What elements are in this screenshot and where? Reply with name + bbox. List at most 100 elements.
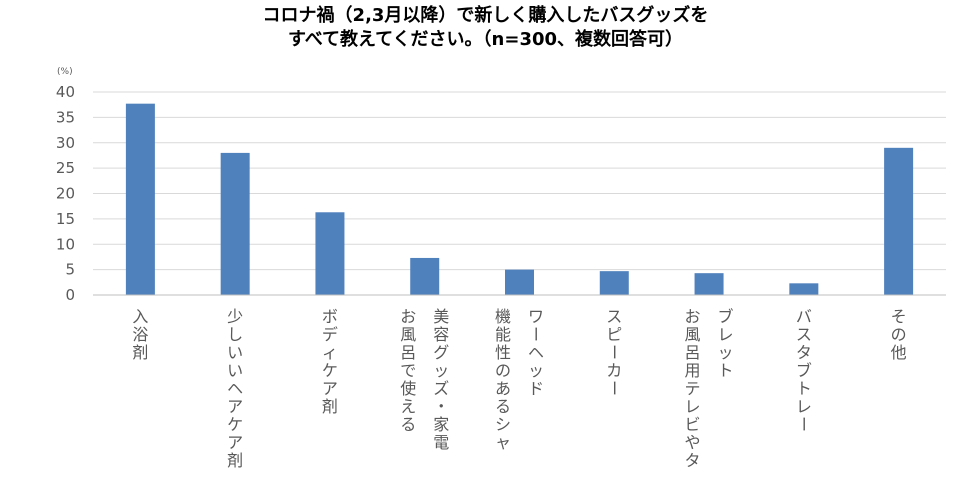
category-char: グ [433, 343, 449, 362]
category-char: ヘ [528, 343, 544, 362]
chart-title-line-1: コロナ禍（2,3月以降）で新しく購入したバスグッズを [262, 5, 709, 26]
category-char: ス [606, 307, 622, 326]
category-char: ア [227, 433, 243, 452]
category-char: ト [718, 361, 734, 380]
y-axis: 0 5 10 15 20 25 30 35 40 [56, 83, 75, 304]
category-char: 能 [495, 325, 511, 344]
category-char: 呂 [400, 343, 416, 362]
category-char: そ [891, 307, 907, 326]
y-tick-label: 0 [65, 286, 75, 304]
category-label: 入浴剤 [132, 307, 148, 362]
category-char: 使 [400, 379, 416, 398]
category-char: し [227, 325, 243, 344]
category-char: 風 [685, 325, 701, 344]
category-char: シ [495, 415, 511, 434]
category-char: え [400, 397, 416, 416]
bar [789, 283, 819, 295]
category-char: ー [604, 344, 623, 360]
category-char: ヘ [227, 379, 243, 398]
category-char: 剤 [227, 451, 243, 470]
chart-title-line-2: すべて教えてください。（n=300、複数回答可） [287, 29, 684, 50]
category-char: ビ [685, 415, 701, 434]
category-char: タ [685, 451, 701, 470]
category-char: バ [796, 307, 812, 326]
category-char: ブ [718, 307, 734, 326]
category-char: る [495, 397, 511, 416]
y-tick-label: 35 [56, 108, 75, 126]
category-char: ス [796, 325, 812, 344]
category-char: ア [322, 379, 338, 398]
y-tick-label: 40 [56, 83, 75, 101]
category-char: る [400, 415, 416, 434]
category-char: 電 [433, 433, 449, 452]
category-char: 家 [433, 415, 449, 434]
category-char: ィ [322, 343, 338, 362]
category-char: デ [322, 325, 338, 344]
category-char: ア [227, 397, 243, 416]
category-char: ブ [796, 361, 812, 380]
bar [220, 152, 250, 295]
category-char: ・ [433, 397, 449, 416]
category-char: 剤 [322, 397, 338, 416]
category-char: で [400, 361, 416, 380]
category-char: お [400, 307, 416, 326]
y-tick-label: 25 [56, 159, 75, 177]
category-char: の [891, 325, 907, 344]
category-char: あ [495, 379, 511, 398]
bars [125, 103, 914, 295]
category-char: ー [604, 380, 623, 396]
bar [599, 271, 629, 295]
category-char: ケ [227, 415, 243, 434]
category-char: レ [796, 397, 812, 416]
bar [694, 273, 724, 295]
y-tick-label: 30 [56, 134, 75, 152]
category-char: 美 [433, 307, 449, 326]
y-tick-label: 5 [65, 261, 75, 279]
category-char: ッ [528, 361, 544, 380]
category-char: ト [796, 379, 812, 398]
category-char: の [495, 361, 511, 380]
category-char: 呂 [685, 343, 701, 362]
category-char: 機 [495, 307, 511, 326]
category-char: ー [526, 326, 545, 342]
category-char: 少 [227, 307, 243, 326]
category-char: 剤 [132, 343, 148, 362]
y-tick-label: 20 [56, 185, 75, 203]
category-char: 容 [433, 325, 449, 344]
category-char: ボ [322, 307, 338, 326]
category-label: その他 [891, 307, 907, 362]
category-char: カ [606, 361, 622, 380]
category-char: 性 [495, 343, 511, 362]
category-char: い [227, 343, 243, 362]
bar [315, 212, 345, 295]
category-char: ャ [495, 433, 511, 452]
bar [884, 147, 914, 295]
category-char: ピ [606, 325, 622, 344]
category-char: レ [718, 325, 734, 344]
chart-title: コロナ禍（2,3月以降）で新しく購入したバスグッズを すべて教えてください。（n… [0, 4, 971, 52]
category-char: お [685, 307, 701, 326]
category-char: ド [528, 379, 544, 398]
category-char: ズ [433, 379, 449, 398]
unit-label: (%) [57, 67, 73, 77]
category-char: ッ [718, 343, 734, 362]
bar [505, 269, 534, 295]
category-char: 入 [132, 307, 148, 326]
category-char: 風 [400, 325, 416, 344]
category-char: い [227, 361, 243, 380]
category-char: ー [794, 416, 813, 432]
category-char: 用 [685, 361, 701, 380]
category-char: 他 [891, 343, 907, 362]
category-char: レ [685, 397, 701, 416]
bar [125, 103, 155, 295]
category-char: タ [796, 343, 812, 362]
category-char: や [685, 433, 701, 452]
